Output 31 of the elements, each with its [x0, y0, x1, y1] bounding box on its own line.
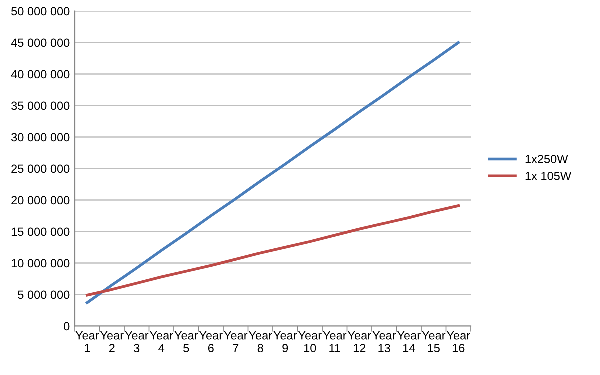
y-tick-label: 25 000 000	[12, 164, 70, 174]
y-tick-label: 15 000 000	[12, 228, 70, 236]
y-tick-label: 10 000 000	[12, 259, 70, 268]
y-tick-label: 50 000 000	[12, 7, 70, 16]
legend-label: 1x250W	[526, 155, 568, 164]
y-tick-label: 0	[64, 322, 70, 331]
x-tick-label: Year 3	[125, 332, 149, 352]
y-tick-label: 40 000 000	[11, 70, 70, 79]
x-tick-label: Year 4	[150, 332, 174, 352]
x-tick-label: Year 10	[298, 332, 322, 352]
x-tick-label: Year 2	[100, 332, 124, 352]
x-tick-label: Year 13	[372, 332, 396, 352]
x-tick-label: Year 9	[274, 332, 298, 352]
x-tick-label: Year 15	[422, 332, 446, 352]
x-tick-label: Year 5	[174, 332, 198, 352]
line-series	[86, 204, 460, 297]
x-tick-label: Year 16	[446, 332, 470, 352]
x-tick-label: Year 12	[348, 332, 372, 352]
x-tick-label: Year 7	[224, 332, 248, 352]
x-tick-label: Year 14	[397, 332, 421, 352]
y-tick-label: 35 000 000	[12, 102, 70, 110]
x-tick-label: Year 11	[323, 332, 347, 352]
x-tick-label: Year 6	[199, 332, 223, 352]
legend-label: 1x 105W	[526, 172, 572, 180]
y-tick-label: 20 000 000	[12, 196, 70, 205]
x-tick-label: Year 8	[248, 332, 272, 352]
y-tick-label: 5 000 000	[18, 290, 70, 300]
y-tick-label: 30 000 000	[12, 133, 70, 142]
line-series	[86, 41, 460, 304]
y-tick-label: 45 000 000	[11, 38, 70, 48]
x-tick-label: Year 1	[76, 332, 100, 352]
